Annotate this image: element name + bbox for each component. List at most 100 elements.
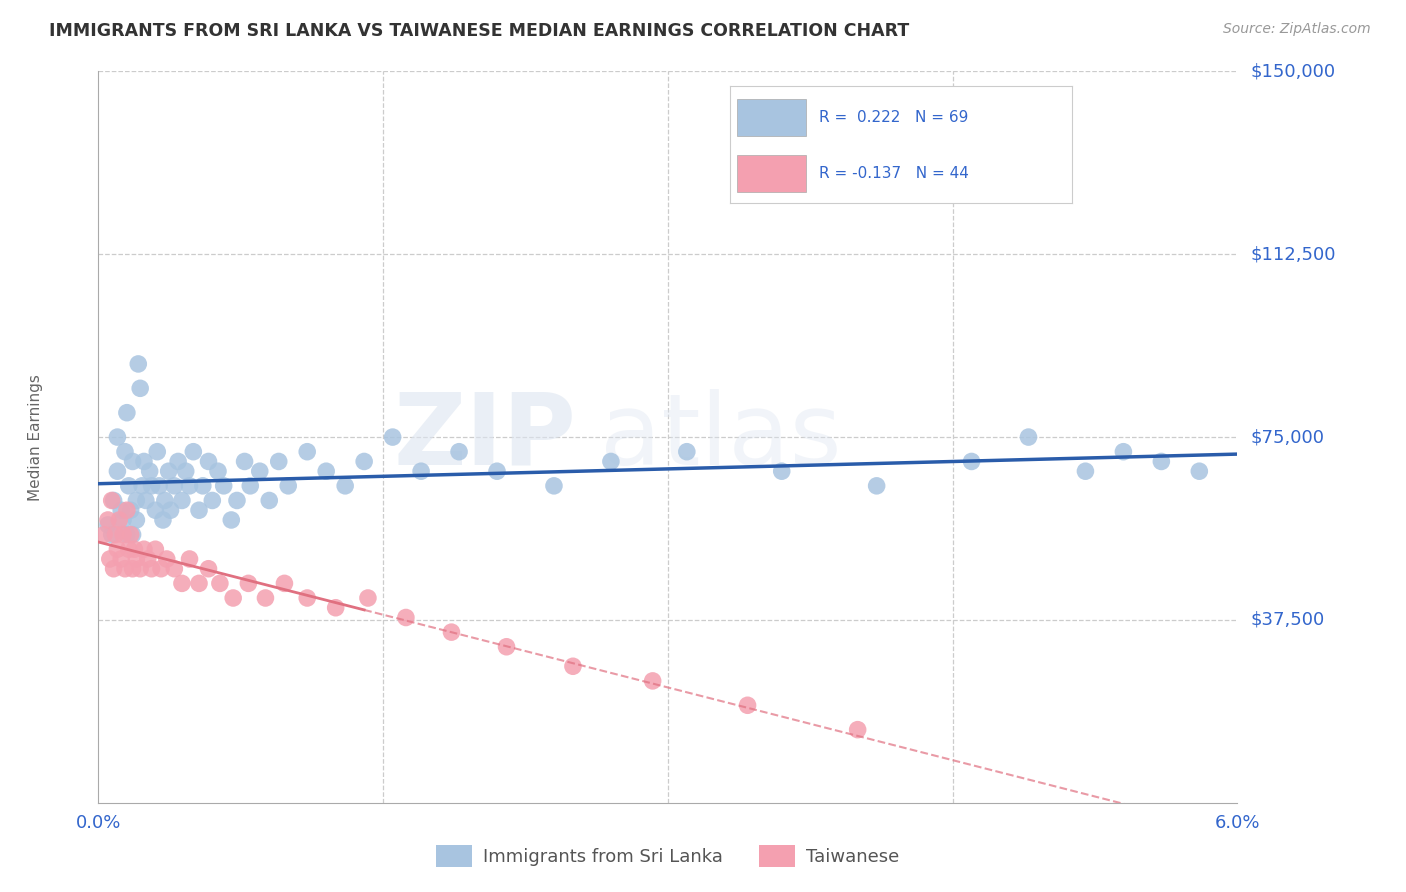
Point	[125, 493, 148, 508]
Point	[1112, 444, 1135, 458]
Point	[1018, 430, 1040, 444]
Point	[381, 430, 404, 444]
Point	[114, 444, 136, 458]
Point	[129, 562, 152, 576]
Point	[170, 576, 193, 591]
Point	[197, 562, 219, 576]
Point	[411, 464, 433, 478]
Point	[174, 464, 197, 478]
Point	[138, 464, 160, 478]
Point	[118, 479, 141, 493]
Point	[131, 479, 153, 493]
Point	[148, 479, 170, 493]
Point	[277, 479, 299, 493]
Point	[960, 454, 983, 468]
Point	[167, 454, 190, 468]
Point	[846, 723, 869, 737]
Point	[153, 493, 176, 508]
Point	[157, 464, 180, 478]
Point	[97, 513, 120, 527]
Point	[132, 454, 155, 468]
Point	[152, 513, 174, 527]
Point	[249, 464, 271, 478]
Point	[124, 542, 146, 557]
Point	[115, 527, 138, 541]
Point	[179, 479, 201, 493]
Point	[163, 562, 186, 576]
Point	[221, 513, 243, 527]
Text: $112,500: $112,500	[1251, 245, 1337, 263]
Point	[103, 493, 125, 508]
Point	[121, 527, 143, 541]
Point	[1188, 464, 1211, 478]
Point	[297, 591, 319, 605]
Point	[179, 552, 201, 566]
Point	[112, 527, 135, 541]
Point	[156, 552, 179, 566]
Point	[107, 430, 129, 444]
Point	[315, 464, 337, 478]
Point	[135, 493, 157, 508]
Point	[125, 552, 148, 566]
Point	[141, 562, 163, 576]
Point	[115, 406, 138, 420]
Point	[737, 698, 759, 713]
Point	[104, 527, 127, 541]
Text: atlas: atlas	[599, 389, 841, 485]
Point	[1074, 464, 1097, 478]
Point	[120, 503, 142, 517]
Point	[259, 493, 281, 508]
Text: ZIP: ZIP	[394, 389, 576, 485]
Point	[132, 542, 155, 557]
Point	[208, 576, 231, 591]
Point	[188, 576, 211, 591]
Point	[449, 444, 471, 458]
Point	[543, 479, 565, 493]
Legend: Immigrants from Sri Lanka, Taiwanese: Immigrants from Sri Lanka, Taiwanese	[429, 838, 907, 874]
Point	[110, 552, 132, 566]
Point	[163, 479, 186, 493]
Point	[297, 444, 319, 458]
Point	[254, 591, 277, 605]
Point	[600, 454, 623, 468]
Point	[201, 493, 224, 508]
Point	[127, 357, 149, 371]
Point	[395, 610, 418, 624]
Point	[335, 479, 357, 493]
Point	[325, 600, 347, 615]
Point	[233, 454, 256, 468]
Text: IMMIGRANTS FROM SRI LANKA VS TAIWANESE MEDIAN EARNINGS CORRELATION CHART: IMMIGRANTS FROM SRI LANKA VS TAIWANESE M…	[49, 22, 910, 40]
Point	[239, 479, 262, 493]
Point	[562, 659, 585, 673]
Point	[159, 503, 181, 517]
Point	[114, 562, 136, 576]
Point	[273, 576, 295, 591]
Point	[226, 493, 249, 508]
Point	[100, 527, 122, 541]
Point	[238, 576, 260, 591]
Text: $37,500: $37,500	[1251, 611, 1326, 629]
Point	[141, 479, 163, 493]
Point	[357, 591, 380, 605]
Point	[676, 444, 699, 458]
Point	[118, 542, 141, 557]
Point	[222, 591, 245, 605]
Point	[121, 562, 143, 576]
Point	[97, 517, 120, 532]
Point	[183, 444, 205, 458]
Point	[770, 464, 793, 478]
Point	[120, 527, 142, 541]
Point	[440, 625, 463, 640]
Point	[108, 513, 131, 527]
Point	[1150, 454, 1173, 468]
Point	[197, 454, 219, 468]
Point	[93, 527, 115, 541]
Point	[641, 673, 664, 688]
Text: $150,000: $150,000	[1251, 62, 1336, 80]
Point	[207, 464, 229, 478]
Point	[170, 493, 193, 508]
Point	[112, 513, 135, 527]
Point	[145, 542, 167, 557]
Point	[121, 454, 143, 468]
Point	[188, 503, 211, 517]
